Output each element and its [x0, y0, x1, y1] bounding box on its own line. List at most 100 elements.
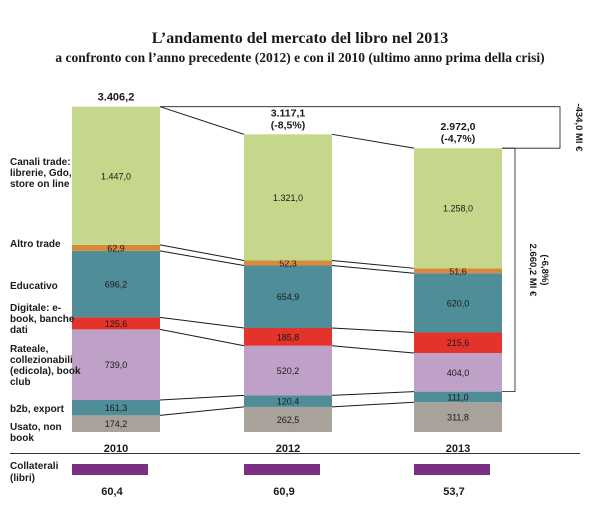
segment-difference-label-line-1: (-6,8%): [539, 254, 550, 285]
row-label-rateale: Rateale, collezionabili (edicola), book clu…: [10, 344, 81, 388]
collaterali-bar-2013: [414, 464, 490, 475]
segment-difference-label-line-0: 2.660,2 Ml €: [527, 243, 538, 297]
data-label-educativo-2010: 696,2: [105, 280, 128, 290]
bar-rateale-2012: [244, 345, 332, 396]
segment-bracket: [502, 147, 516, 393]
bar-digitale-2010: [72, 317, 160, 330]
row-label-canali-line-0: Canali trade:: [10, 157, 71, 168]
data-label-usato-2010: 174,2: [105, 419, 128, 429]
row-label-digitale-line-0: Digitale: e-: [10, 303, 62, 314]
row-label-rateale-line-0: Rateale,: [10, 344, 49, 355]
connector-usato-0: [159, 406, 245, 416]
bar-altro-2013: [414, 268, 502, 274]
bar-altro-2010: [72, 244, 160, 251]
bar-canali-2010: [72, 106, 160, 245]
connector-rateale-0: [159, 328, 245, 347]
data-label-educativo-2013: 620,0: [447, 298, 470, 308]
bar-educativo-2010: [72, 250, 160, 318]
total-label-2010: 3.406,2: [98, 92, 135, 104]
connector-digitale-1: [331, 327, 415, 333]
data-label-usato-2012: 262,5: [277, 415, 300, 425]
data-label-rateale-2013: 404,0: [447, 368, 470, 378]
row-label-canali-line-2: store on line: [10, 179, 70, 190]
row-label-b2b: b2b, export: [10, 404, 64, 415]
row-label-usato: Usato, non book: [10, 422, 62, 444]
row-label-altro: Altro trade: [10, 239, 61, 250]
bar-usato-2012: [244, 406, 332, 432]
bar-b2b-2013: [414, 391, 502, 403]
connector-canali-1: [331, 133, 415, 149]
data-label-b2b-2013: 111,0: [447, 392, 468, 402]
row-label-usato-line-0: Usato, non: [10, 422, 62, 433]
collaterali-label: Collaterali (libri): [10, 461, 80, 485]
data-label-canali-2010: 1.447,0: [101, 171, 131, 181]
category-axis-line: [10, 453, 580, 454]
bar-b2b-2012: [244, 395, 332, 407]
data-label-altro-2010: 62,9: [107, 243, 125, 253]
row-label-educativo: Educativo: [10, 281, 58, 292]
collaterali-label-line-1: (libri): [10, 473, 35, 484]
row-label-digitale-line-1: book, banche: [10, 314, 75, 325]
connector-b2b-0: [159, 394, 245, 401]
bar-rateale-2013: [414, 353, 502, 392]
total-difference-bracket: [160, 106, 561, 149]
bar-canali-2012: [244, 134, 332, 261]
bar-digitale-2012: [244, 328, 332, 346]
collaterali-value-2012: 60,9: [273, 486, 294, 498]
data-label-rateale-2012: 520,2: [277, 366, 300, 376]
data-label-digitale-2013: 215,6: [447, 338, 470, 348]
connector-altro-1: [331, 259, 415, 269]
bar-usato-2010: [72, 415, 160, 432]
connector-digitale-0: [159, 316, 245, 329]
bar-usato-2013: [414, 402, 502, 432]
row-label-digitale: Digitale: e-book, banche dati: [10, 303, 74, 336]
total-label-2012-line-1: (-8,5%): [271, 119, 305, 131]
row-label-educativo-line-0: Educativo: [10, 281, 58, 292]
bar-altro-2012: [244, 260, 332, 266]
total-difference-label: -434,0 Ml €: [573, 103, 584, 152]
row-label-b2b-line-0: b2b, export: [10, 404, 64, 415]
row-label-digitale-line-2: dati: [10, 325, 28, 336]
row-label-rateale-line-2: (edicola), book: [10, 366, 81, 377]
total-label-2013-line-0: 2.972,0: [440, 121, 475, 133]
bar-educativo-2012: [244, 265, 332, 329]
row-label-canali: Canali trade: librerie, Gdo, store on line: [10, 157, 72, 190]
data-label-canali-2013: 1.258,0: [443, 204, 473, 214]
chart-title: L’andamento del mercato del libro nel 20…: [151, 30, 449, 47]
data-label-usato-2013: 311,8: [447, 413, 469, 423]
connector-rateale-1: [331, 345, 415, 354]
connector-canali-0: [159, 106, 245, 135]
row-label-rateale-line-1: collezionabili: [10, 355, 73, 366]
data-label-altro-2013: 51,6: [449, 266, 467, 276]
data-label-b2b-2012: 120,4: [277, 397, 300, 407]
data-label-educativo-2012: 654,9: [277, 292, 300, 302]
connector-educativo-1: [331, 264, 415, 274]
collaterali-value-2010: 60,4: [101, 486, 123, 498]
data-label-digitale-2010: 125,6: [105, 319, 128, 329]
row-label-rateale-line-3: club: [10, 377, 31, 388]
connector-educativo-0: [159, 250, 245, 266]
total-label-2013-line-1: (-4,7%): [441, 133, 475, 145]
data-label-altro-2012: 52,3: [279, 258, 297, 268]
connector-b2b-1: [331, 391, 415, 396]
connector-altro-0: [159, 244, 245, 261]
bar-b2b-2010: [72, 399, 160, 416]
data-label-rateale-2010: 739,0: [105, 360, 128, 370]
bar-educativo-2013: [414, 273, 502, 333]
data-label-b2b-2010: 161,3: [105, 403, 128, 413]
collaterali-value-2013: 53,7: [443, 486, 464, 498]
bar-canali-2013: [414, 148, 502, 269]
category-label-2010: 2010: [104, 443, 128, 455]
connector-usato-1: [331, 401, 415, 408]
data-label-canali-2012: 1.321,0: [273, 193, 303, 203]
collaterali-label-line-0: Collaterali: [10, 461, 59, 472]
category-label-2012: 2012: [276, 443, 300, 455]
row-label-canali-line-1: librerie, Gdo,: [10, 168, 72, 179]
data-label-digitale-2012: 185,8: [277, 332, 300, 342]
total-label-2012-line-0: 3.117,1: [271, 107, 306, 119]
bar-rateale-2010: [72, 329, 160, 400]
collaterali-bar-2012: [244, 464, 320, 475]
chart-subtitle: a confronto con l’anno precedente (2012)…: [55, 50, 545, 65]
category-label-2013: 2013: [446, 443, 470, 455]
